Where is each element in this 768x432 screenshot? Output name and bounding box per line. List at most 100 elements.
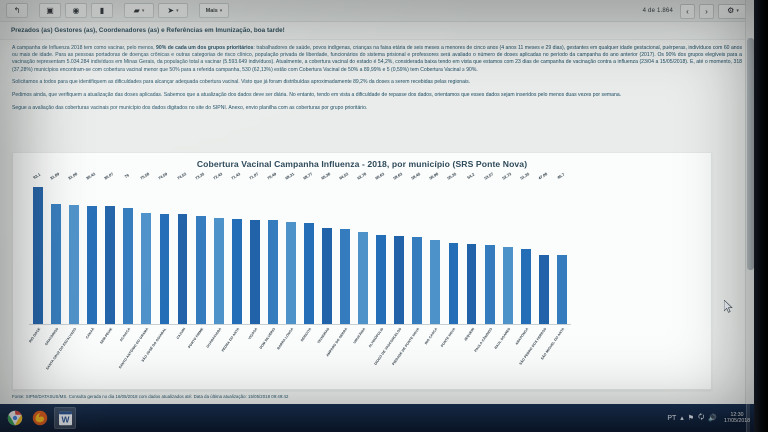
chart-bar: 62.78	[354, 171, 372, 324]
chart-bar: 71.43	[228, 171, 246, 324]
chart-bar-rect	[448, 242, 459, 324]
chart-bar-value-label: 69.31	[284, 171, 296, 181]
next-message-button[interactable]: ›	[699, 3, 714, 19]
chart-bar-value-label: 72.43	[211, 171, 223, 181]
taskbar-app-group: W	[0, 407, 76, 429]
chart-bar: 68.77	[300, 171, 318, 324]
chart-bar: 80.07	[101, 171, 119, 324]
chart-x-label: CANAÃ	[85, 327, 96, 340]
chart-bar: 54.2	[463, 172, 481, 324]
chart-bar-value-label: 71.43	[229, 171, 241, 181]
chart-bar-rect	[556, 255, 567, 324]
chart-bar-rect	[249, 219, 260, 324]
settings-button[interactable]: ⚙ ▾	[718, 3, 748, 19]
chart-x-label-slot: AMPARO DO SERRA	[325, 327, 354, 383]
chart-x-label: TEIXEIRAS	[316, 327, 331, 345]
mouse-cursor	[724, 300, 733, 313]
chart-x-label: CAJURI	[175, 327, 186, 340]
chart-x-label-slot: CAJURI	[174, 327, 192, 383]
chart-bar-rect	[33, 187, 43, 324]
folder-icon: ▰	[133, 5, 140, 15]
chart-x-axis-labels: RIO DOCE ORATÓRIOS SANTA CRUZ DO ESCALVADO…	[28, 327, 571, 383]
chart-x-label-slot: SEM-PEIXE	[99, 327, 119, 383]
show-hidden-icons-icon[interactable]: ▴	[680, 415, 684, 422]
chart-bar-rect	[105, 206, 116, 324]
chart-bar-rect	[466, 244, 477, 324]
toolbar-right-group: 4 de 1.864 ‹ › ⚙ ▾	[643, 0, 748, 22]
taskbar-clock[interactable]: 12:30 17/05/2018	[721, 412, 750, 425]
volume-icon[interactable]: 🔊	[708, 415, 718, 422]
chart-bar: 93.1	[29, 172, 47, 324]
spam-icon: ◉	[72, 5, 80, 15]
chart-bar-rect	[340, 229, 351, 324]
scrollbar-thumb[interactable]	[747, 38, 754, 270]
chart-bar: 59.45	[408, 171, 426, 324]
chart-x-label-slot: SANTA CRUZ DO ESCALVADO	[45, 327, 83, 383]
chart-bar: 47.08	[535, 171, 553, 324]
chart-image-attachment[interactable]: Cobertura Vacinal Campanha Influenza - 2…	[12, 152, 712, 390]
language-indicator[interactable]: PT	[667, 414, 677, 422]
chart-x-label: ARAPONGA	[514, 327, 529, 346]
chart-bar: 59.63	[390, 171, 408, 324]
chart-bar-rect	[376, 234, 387, 324]
chart-bar-value-label: 51.25	[518, 171, 530, 181]
more-button[interactable]: Mais ▾	[199, 3, 229, 18]
chart-bar: 55.25	[444, 171, 462, 324]
sync-icon[interactable]: 🗘	[698, 413, 705, 421]
chart-bar-value-label: 56.98	[428, 171, 440, 181]
message-counter: 4 de 1.864	[642, 8, 673, 14]
chart-bar: 74.59	[155, 171, 173, 324]
chart-plot-area: 93.1 81.89 81.08 80.42 80.07 79 75.58 74.59 74.5…	[29, 171, 571, 325]
chart-bar-value-label: 81.89	[49, 171, 61, 181]
spam-button[interactable]: ◉	[65, 3, 87, 18]
chart-x-label-slot: BARRA LONGA	[276, 327, 300, 383]
chart-bar-rect	[412, 236, 423, 324]
archive-button[interactable]: ▣	[39, 3, 61, 18]
body-paragraph: Solicitamos a todos para que identifique…	[12, 79, 471, 86]
chart-x-label: JEQUERI	[462, 327, 475, 342]
chevron-down-icon: ▾	[736, 8, 739, 14]
chart-bar-rect	[267, 220, 278, 324]
chart-bar-rect	[69, 204, 80, 324]
chart-x-label-slot: SÃO MIGUEL DO ANTA	[540, 327, 571, 383]
chart-bar-rect	[159, 214, 170, 324]
taskbar-word-icon[interactable]: W	[54, 407, 76, 429]
chart-bar-value-label: 93.1	[32, 171, 42, 181]
chart-bar: 80.42	[83, 171, 101, 324]
chart-bar-value-label: 74.59	[157, 171, 169, 181]
chart-bar: 64.52	[336, 171, 354, 324]
chart-title: Cobertura Vacinal Campanha Influenza - 2…	[196, 159, 528, 169]
chart-x-label-slot: RIO CASCA	[424, 327, 444, 383]
show-desktop-button[interactable]	[746, 404, 750, 432]
chart-x-label-slot: GUARACIABA	[205, 327, 228, 383]
back-button[interactable]: ↰	[6, 3, 28, 18]
chart-bar: 79	[119, 173, 137, 324]
paragraph-1-part-3: : trabalhadores de saúde, povos indígena…	[12, 45, 743, 73]
chart-bar: 69.31	[282, 171, 300, 324]
chart-bar: 72.43	[210, 171, 228, 324]
chart-bar: 52.73	[499, 171, 517, 324]
flag-icon[interactable]: ⚑	[687, 415, 695, 422]
chart-bar-value-label: 65.38	[320, 171, 332, 181]
chart-bar-value-label: 80.42	[85, 171, 97, 181]
chart-x-label-slot: CANAÃ	[83, 327, 101, 383]
previous-message-button[interactable]: ‹	[680, 3, 695, 19]
email-client-window: ↰ ▣ ◉ ▮ ▰ ▾ ➤ ▾ Mais ▾	[0, 0, 754, 404]
chart-x-label: RIO DOCE	[28, 327, 42, 344]
taskbar-firefox-icon[interactable]	[29, 407, 51, 429]
chart-x-label: VIÇOSA	[247, 327, 259, 341]
chevron-down-icon: ▾	[141, 7, 145, 14]
taskbar-chrome-icon[interactable]	[4, 407, 26, 429]
chart-bar-rect	[430, 240, 441, 324]
system-tray: PT ▴ ⚑ 🗘 🔊 12:30 17/05/2018	[667, 404, 750, 432]
chart-x-label-slot: PORTO FIRME	[187, 327, 210, 383]
move-to-button[interactable]: ▰ ▾	[124, 3, 154, 18]
chart-bar-value-label: 68.77	[302, 171, 314, 181]
delete-button[interactable]: ▮	[91, 3, 113, 18]
monitor-bezel	[754, 0, 768, 432]
body-paragraph: A campanha de Influenza 2018 tem como va…	[12, 45, 742, 74]
labels-button[interactable]: ➤ ▾	[158, 3, 188, 18]
vertical-scrollbar[interactable]	[745, 0, 754, 404]
chart-bar: 75.58	[137, 171, 155, 324]
chart-bar-value-label: 64.52	[338, 171, 350, 181]
